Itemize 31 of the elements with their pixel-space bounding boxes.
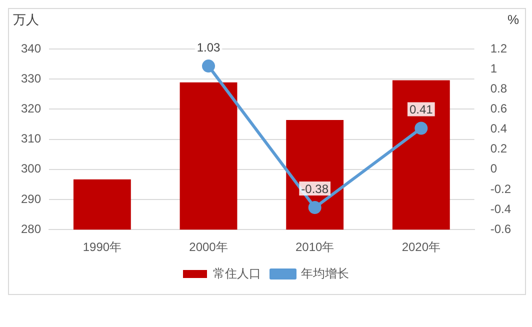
point xyxy=(414,122,428,135)
y-tick-label: 290 xyxy=(20,192,42,206)
y2-tick-label: -0.6 xyxy=(490,222,512,236)
y2-tick-label: 0.6 xyxy=(490,102,508,116)
y2-tick-label: 0.4 xyxy=(490,122,508,136)
y2-axis-title: % xyxy=(507,12,520,28)
y2-tick-label: 1.2 xyxy=(490,41,508,56)
data-label: 1.03 xyxy=(196,40,221,54)
y2-tick-label: 1 xyxy=(490,61,498,76)
point xyxy=(202,60,216,73)
x-tick-label: 2010年 xyxy=(295,240,334,254)
y-axis-title: 万人 xyxy=(13,12,39,28)
x-tick-label: 1990年 xyxy=(82,240,122,254)
legend-label: 常住人口 xyxy=(213,266,261,280)
y2-tick-label: -0.4 xyxy=(490,202,512,216)
x-tick-label: 2000年 xyxy=(189,240,228,254)
y-tick-label: 320 xyxy=(20,102,42,116)
data-label: 0.41 xyxy=(409,102,434,117)
y-tick-label: 300 xyxy=(20,162,42,176)
y-tick-label: 340 xyxy=(20,41,42,56)
y2-tick-label: 0 xyxy=(490,162,498,176)
y2-tick-label: 0.2 xyxy=(490,142,508,156)
y-tick-label: 310 xyxy=(20,132,42,146)
legend-label: 年均增长 xyxy=(301,266,349,280)
point xyxy=(308,201,322,214)
y-tick-label: 280 xyxy=(20,222,42,236)
x-tick-label: 2020年 xyxy=(402,240,441,254)
y2-tick-label: -0.2 xyxy=(490,182,512,196)
data-label: -0.38 xyxy=(301,182,329,196)
y-tick-label: 330 xyxy=(20,71,42,86)
y2-tick-label: 0.8 xyxy=(490,81,508,96)
